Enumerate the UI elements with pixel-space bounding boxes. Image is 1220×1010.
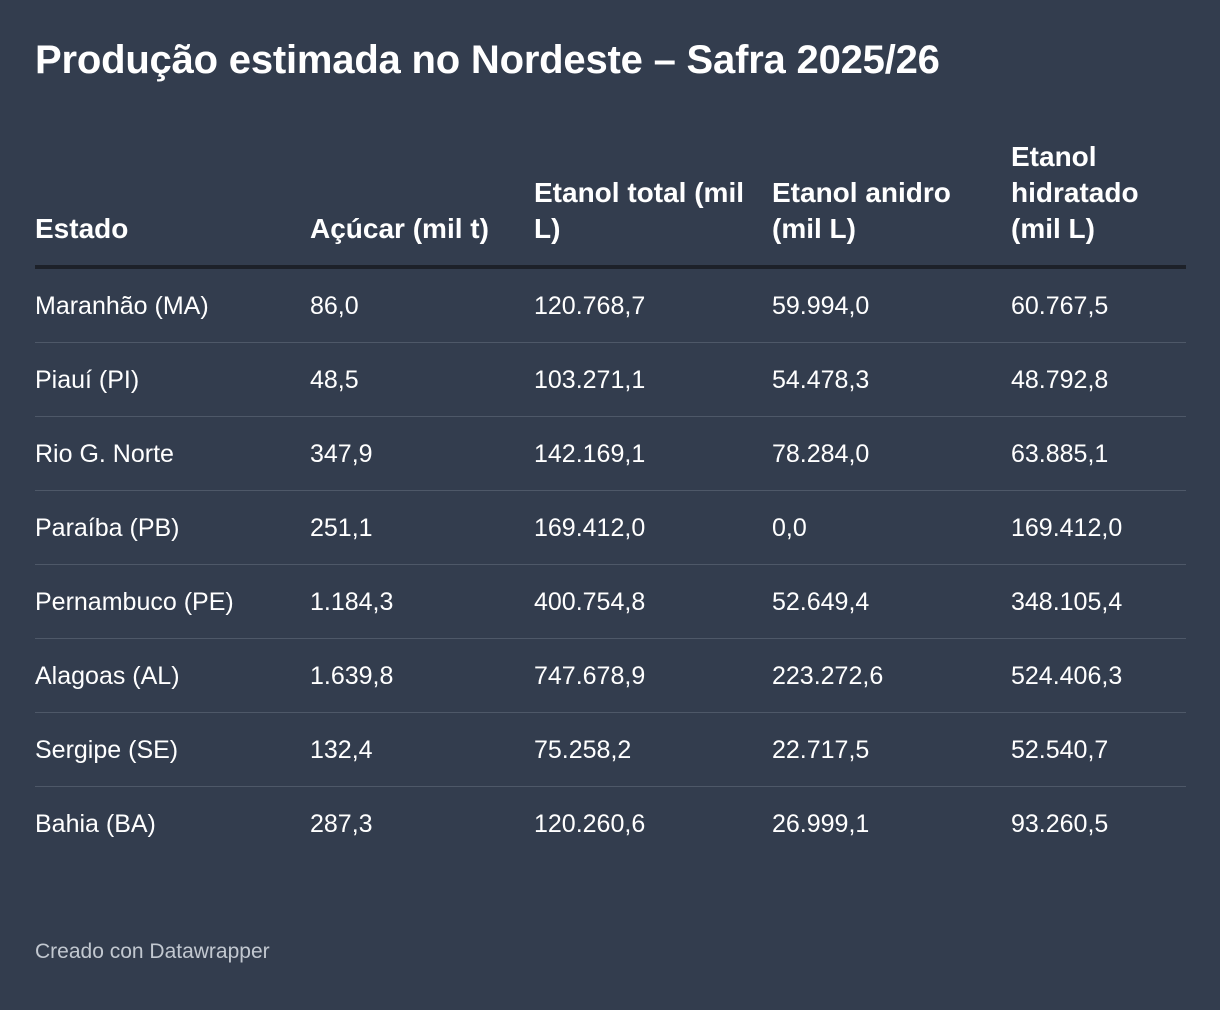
state-cell: Rio G. Norte [35,416,310,491]
table-row: Rio G. Norte 347,9 142.169,1 78.284,0 63.885… [35,416,1186,491]
column-header: Etanol total (mil L) [534,139,772,269]
value-cell: 63.885,1 [1011,416,1186,491]
table-row: Pernambuco (PE) 1.184,3 400.754,8 52.649,4 3… [35,564,1186,639]
value-cell: 120.260,6 [534,809,646,838]
column-header: Etanol anidro (mil L) [772,139,1011,269]
value-cell: 103.271,1 [534,342,772,417]
value-cell: 132,4 [310,712,534,787]
value-cell: 60.767,5 [1011,267,1186,343]
state-cell: Maranhão (MA) [35,267,310,343]
table-row: Sergipe (SE) 132,4 75.258,2 22.717,5 52.540,… [35,712,1186,787]
value-cell: 142.169,1 [534,416,772,491]
header-row: Estado Açúcar (mil t) Etanol total (mil L)… [35,139,1186,269]
value-cell: 251,1 [310,490,534,565]
value-cell: 26.999,1 [772,809,870,838]
data-table: Estado Açúcar (mil t) Etanol total (mil L)… [35,139,1186,860]
value-cell: 524.406,3 [1011,638,1186,713]
value-cell: 287,3 [310,809,373,838]
chart-title: Produção estimada no Nordeste – Safra 20… [35,38,940,82]
state-cell: Piauí (PI) [35,342,310,417]
state-cell: Sergipe (SE) [35,712,310,787]
value-cell: 48,5 [310,342,534,417]
value-cell: 347,9 [310,416,534,491]
value-cell: 52.540,7 [1011,712,1186,787]
table-header: Estado Açúcar (mil t) Etanol total (mil L)… [35,139,1186,269]
column-header: Etanol hidratado (mil L) [1011,139,1186,269]
value-cell: 348.105,4 [1011,564,1186,639]
value-cell: 52.649,4 [772,564,1011,639]
column-header: Açúcar (mil t) [310,139,534,269]
value-cell: 169.412,0 [534,490,772,565]
state-cell: Alagoas (AL) [35,638,310,713]
value-cell: 169.412,0 [1011,490,1186,565]
value-cell: 1.639,8 [310,638,534,713]
value-cell: 400.754,8 [534,564,772,639]
value-cell: 93.260,5 [1011,809,1109,838]
value-cell: 120.768,7 [534,267,772,343]
table-row: Bahia (BA) 287,3 120.260,6 26.999,1 93.260,5 [35,787,1186,861]
table-row: Alagoas (AL) 1.639,8 747.678,9 223.272,6 524… [35,638,1186,713]
table-row: Piauí (PI) 48,5 103.271,1 54.478,3 48.792,8 [35,342,1186,417]
table-row: Paraíba (PB) 251,1 169.412,0 0,0 169.412,0 [35,490,1186,565]
value-cell: 22.717,5 [772,712,1011,787]
value-cell: 48.792,8 [1011,342,1186,417]
state-cell: Paraíba (PB) [35,490,310,565]
value-cell: 223.272,6 [772,638,1011,713]
table-body: Maranhão (MA) 86,0 120.768,7 59.994,0 60.767… [35,267,1186,860]
value-cell: 1.184,3 [310,564,534,639]
value-cell: 75.258,2 [534,712,772,787]
value-cell: 54.478,3 [772,342,1011,417]
state-cell: Pernambuco (PE) [35,564,310,639]
footer-credit: Creado con Datawrapper [35,940,270,963]
value-cell: 747.678,9 [534,638,772,713]
state-cell: Bahia (BA) [35,809,156,838]
table-row: Maranhão (MA) 86,0 120.768,7 59.994,0 60.767… [35,267,1186,343]
value-cell: 86,0 [310,267,534,343]
value-cell: 0,0 [772,490,1011,565]
column-header: Estado [35,139,310,269]
value-cell: 59.994,0 [772,267,1011,343]
value-cell: 78.284,0 [772,416,1011,491]
